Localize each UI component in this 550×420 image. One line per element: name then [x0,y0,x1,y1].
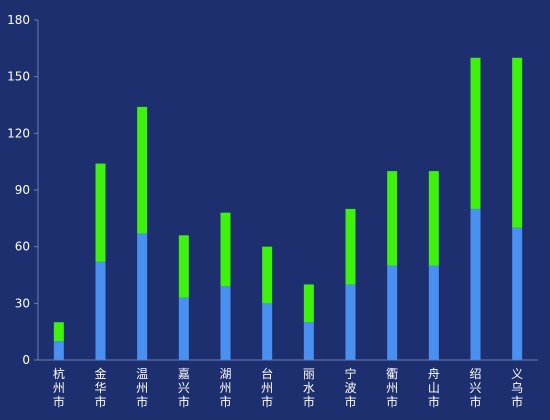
bar-segment-1 [95,261,106,360]
bar-segment-1 [137,233,148,360]
bar-segment-2 [262,246,273,304]
bar-segment-2 [137,106,148,234]
y-tick-label: 0 [22,353,30,367]
x-category-label: 衢州市 [386,367,398,409]
bar-segment-1 [470,208,481,360]
bar-segment-2 [470,57,481,209]
x-category-label: 杭州市 [53,366,65,409]
bar-segment-2 [428,171,439,266]
x-category-label: 湖州市 [219,366,231,409]
bar-segment-1 [53,341,64,360]
bar-segment-2 [345,208,356,285]
y-tick-label: 150 [7,70,30,84]
bar-segment-1 [428,265,439,360]
x-category-label: 嘉兴市 [178,367,190,409]
y-tick-label: 120 [7,126,30,140]
bar-segment-2 [95,163,106,262]
x-category-label: 舟山市 [428,367,440,409]
y-ticks-group: 0 30 60 90 120 150 180 [7,13,38,367]
bar-segment-1 [387,265,398,360]
y-tick-label: 90 [15,183,30,197]
bar-segment-2 [387,171,398,266]
bar-segment-1 [512,227,523,360]
x-labels-group: 杭州市 金华市 温州市 嘉兴市 湖州市 台州市 丽水市 宁波市 衢州市 舟山市 绍兴市 义乌市 [53,366,523,409]
bar-segment-1 [303,322,314,360]
bar-segment-2 [220,212,231,287]
bar-segment-1 [178,297,189,360]
bar-segment-1 [220,286,231,360]
y-tick-label: 60 [15,240,30,254]
y-tick-label: 180 [7,13,30,27]
x-category-label: 金华市 [94,366,106,409]
x-category-label: 丽水市 [303,367,315,409]
bar-segment-1 [345,284,356,360]
bar-segment-2 [303,284,314,323]
x-category-label: 宁波市 [344,366,356,409]
x-category-label: 义乌市 [511,367,523,409]
y-tick-label: 30 [15,296,30,310]
bar-segment-2 [512,57,523,228]
x-category-label: 绍兴市 [469,367,481,409]
bar-segment-2 [178,235,189,298]
bar-segment-2 [53,322,64,342]
x-category-label: 台州市 [261,366,273,409]
bar-segment-1 [262,303,273,360]
bars-group [53,57,523,360]
x-category-label: 温州市 [136,367,148,409]
